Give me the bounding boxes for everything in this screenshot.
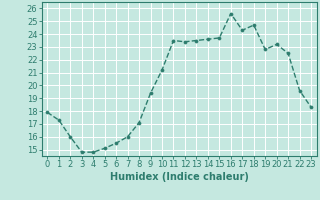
- X-axis label: Humidex (Indice chaleur): Humidex (Indice chaleur): [110, 172, 249, 182]
